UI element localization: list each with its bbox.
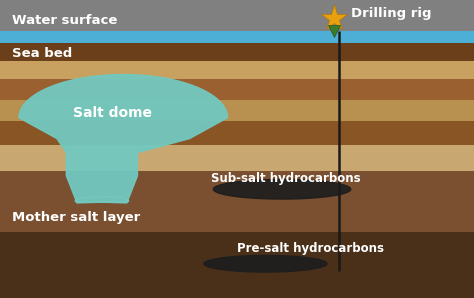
Polygon shape xyxy=(213,179,351,199)
Text: Drilling rig: Drilling rig xyxy=(351,7,431,20)
Bar xyxy=(0,145,474,171)
Text: Water surface: Water surface xyxy=(12,14,117,27)
Text: Sub-salt hydrocarbons: Sub-salt hydrocarbons xyxy=(211,172,361,185)
Text: Sea bed: Sea bed xyxy=(12,47,72,60)
Bar xyxy=(0,171,474,203)
Bar xyxy=(0,79,474,100)
Text: Mother salt layer: Mother salt layer xyxy=(12,211,140,224)
Polygon shape xyxy=(204,255,327,272)
Bar xyxy=(0,100,474,121)
Bar xyxy=(0,121,474,145)
Text: Pre-salt hydrocarbons: Pre-salt hydrocarbons xyxy=(237,242,384,255)
Bar xyxy=(0,232,474,298)
Text: Salt dome: Salt dome xyxy=(73,106,153,120)
Bar xyxy=(0,31,474,43)
Bar xyxy=(0,61,474,79)
Bar xyxy=(0,203,474,232)
Bar xyxy=(0,0,474,31)
Polygon shape xyxy=(19,74,228,203)
Bar xyxy=(0,43,474,61)
